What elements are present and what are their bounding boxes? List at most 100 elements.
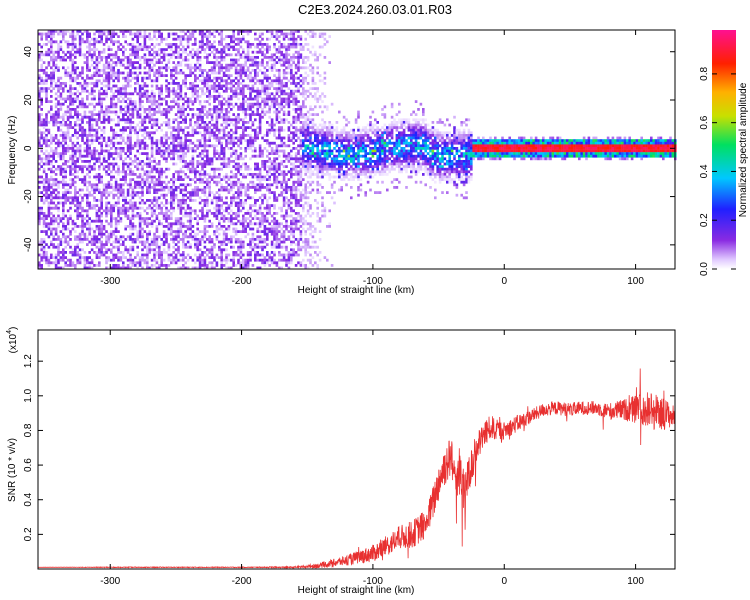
- spectrogram-cell: [213, 173, 216, 176]
- spectrogram-cell: [105, 74, 108, 77]
- spectrogram-cell: [50, 48, 53, 51]
- spectrogram-cell: [261, 160, 264, 163]
- spectrogram-cell: [40, 212, 43, 215]
- spectrogram-cell: [215, 201, 219, 205]
- spectrogram-cell: [81, 256, 84, 259]
- spectrogram-cell: [107, 235, 111, 239]
- spectrogram-cell: [222, 165, 226, 168]
- spectrogram-cell: [57, 238, 60, 241]
- spectrogram-cell: [81, 219, 84, 223]
- spectrogram-cell: [244, 95, 247, 98]
- spectrogram-cell: [170, 100, 173, 103]
- spectrogram-cell: [100, 206, 103, 210]
- spectrogram-cell: [160, 238, 163, 241]
- spectrogram-cell: [213, 82, 216, 85]
- spectrogram-cell: [263, 160, 267, 163]
- spectrogram-cell: [146, 264, 149, 267]
- spectrogram-cell: [165, 53, 168, 57]
- spectrogram-cell: [215, 30, 219, 33]
- spectrogram-cell: [119, 170, 123, 174]
- spectrogram-cell: [158, 141, 161, 145]
- spectrogram-cell: [251, 186, 255, 189]
- spectrogram-cell: [78, 232, 82, 236]
- spectrogram-cell: [83, 134, 87, 137]
- spectrogram-cell: [50, 170, 53, 174]
- spectrogram-cell: [258, 32, 262, 36]
- spectrogram-cell: [124, 141, 127, 145]
- spectrogram-cell: [172, 97, 175, 101]
- spectrogram-cell: [208, 162, 211, 166]
- spectrogram-cell: [110, 87, 113, 90]
- spectrogram-cell: [237, 214, 240, 218]
- spectrogram-cell: [74, 134, 77, 137]
- spectrogram-cell: [213, 266, 216, 270]
- spectrogram-cell: [232, 251, 235, 254]
- spectrogram-cell: [62, 251, 65, 254]
- spectrogram-cell: [172, 105, 175, 109]
- spectrogram-cell: [105, 191, 108, 194]
- spectrogram-cell: [208, 69, 211, 72]
- spectrogram-cell: [74, 144, 77, 148]
- spectrogram-cell: [210, 50, 214, 54]
- spectrogram-cell: [222, 115, 226, 119]
- spectrogram-cell: [98, 173, 101, 176]
- spectrogram-cell: [268, 131, 271, 135]
- spectrogram-cell: [230, 61, 233, 64]
- spectrogram-cell: [126, 71, 130, 75]
- spectrogram-cell: [57, 113, 60, 116]
- spectrogram-cell: [174, 196, 178, 200]
- spectrogram-cell: [189, 32, 192, 36]
- spectrogram-cell: [172, 118, 175, 122]
- spectrogram-cell: [210, 253, 214, 257]
- spectrogram-cell: [263, 53, 267, 57]
- spectrogram-cell: [208, 266, 211, 270]
- spectrogram-cell: [218, 245, 221, 249]
- spectrogram-cell: [74, 238, 77, 241]
- spectrogram-cell: [153, 74, 156, 77]
- spectrogram-cell: [148, 113, 151, 116]
- spectrogram-cell: [146, 245, 149, 249]
- spectrogram-cell: [71, 167, 75, 171]
- spectrogram-cell: [62, 256, 65, 259]
- spectrogram-cell: [237, 248, 240, 252]
- spectrogram-cell: [206, 183, 209, 187]
- spectrogram-cell: [100, 108, 103, 111]
- spectrogram-cell: [50, 212, 53, 215]
- spectrogram-cell: [230, 89, 233, 93]
- spectrogram-cell: [268, 183, 271, 187]
- spectrogram-cell: [141, 79, 144, 83]
- spectrogram-cell: [42, 89, 46, 93]
- spectrogram-cell: [148, 105, 151, 109]
- spectrogram-cell: [88, 131, 91, 135]
- spectrogram-cell: [256, 131, 259, 135]
- spectrogram-cell: [237, 170, 240, 174]
- spectrogram-cell: [71, 173, 75, 176]
- spectrogram-cell: [105, 183, 108, 187]
- spectrogram-cell: [45, 162, 48, 166]
- spectrogram-cell: [210, 191, 214, 194]
- spectrogram-cell: [88, 225, 91, 228]
- spectrogram-cell: [222, 50, 226, 54]
- spectrogram-cell: [179, 121, 183, 124]
- spectrogram-cell: [170, 149, 173, 153]
- spectrogram-cell: [170, 261, 173, 265]
- spectrogram-cell: [246, 266, 250, 270]
- spectrogram-cell: [81, 248, 84, 252]
- spectrogram-cell: [230, 238, 233, 241]
- spectrogram-cell: [239, 56, 243, 59]
- spectrogram-cell: [172, 152, 175, 155]
- spectrogram-cell: [150, 131, 154, 135]
- spectrogram-cell: [174, 136, 178, 140]
- spectrogram-cell: [170, 217, 173, 220]
- spectrogram-cell: [246, 196, 250, 200]
- spectrogram-cell: [196, 131, 199, 135]
- spectrogram-cell: [110, 35, 113, 38]
- spectrogram-cell: [105, 204, 108, 207]
- spectrogram-cell: [112, 264, 115, 267]
- spectrogram-cell: [93, 95, 96, 98]
- spectrogram-cell: [45, 100, 48, 103]
- spectrogram-cell: [90, 74, 94, 77]
- spectrogram-cell: [177, 102, 180, 106]
- spectrogram-cell: [266, 69, 269, 72]
- spectrogram-cell: [182, 222, 185, 226]
